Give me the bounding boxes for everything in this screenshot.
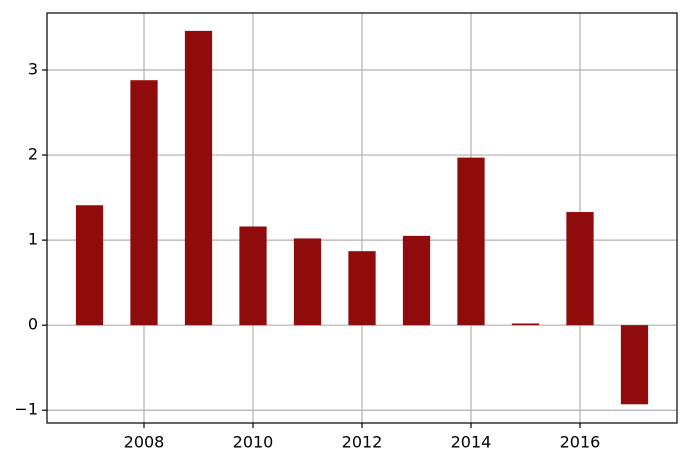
- bar: [239, 226, 267, 326]
- bar: [348, 251, 376, 326]
- x-tick-label: 2014: [451, 433, 492, 452]
- y-tick-label: −1: [14, 400, 38, 419]
- bar: [457, 157, 485, 326]
- bar: [184, 30, 213, 326]
- x-tick-label: 2016: [560, 433, 601, 452]
- bar: [620, 325, 649, 405]
- plot-frame: [46, 12, 678, 424]
- bar: [402, 235, 431, 326]
- bar: [75, 205, 104, 326]
- bar: [511, 323, 540, 326]
- y-tick-label: 3: [28, 59, 38, 78]
- y-tick-label: 1: [28, 230, 38, 249]
- x-tick-label: 2008: [124, 433, 165, 452]
- x-tick-label: 2012: [342, 433, 383, 452]
- bar: [566, 212, 594, 326]
- y-tick-label: 2: [28, 145, 38, 164]
- bar: [293, 238, 322, 326]
- y-tick-label: 0: [28, 315, 38, 334]
- bar: [130, 80, 158, 326]
- x-tick-label: 2010: [233, 433, 274, 452]
